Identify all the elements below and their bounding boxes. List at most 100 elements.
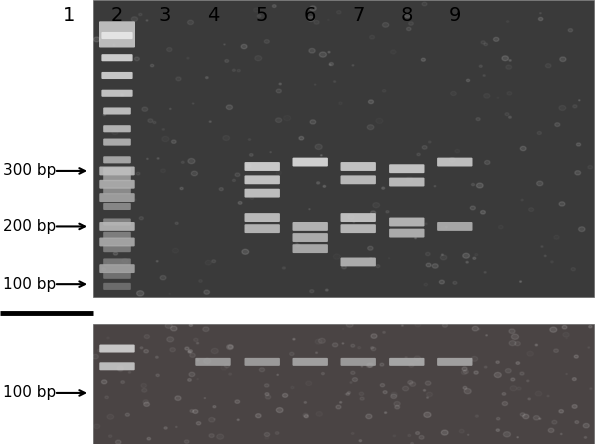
Circle shape	[188, 351, 191, 353]
FancyBboxPatch shape	[100, 193, 135, 202]
Circle shape	[264, 40, 269, 44]
FancyBboxPatch shape	[103, 187, 131, 194]
Circle shape	[541, 246, 543, 247]
Circle shape	[441, 430, 448, 435]
Circle shape	[104, 127, 105, 128]
Circle shape	[517, 437, 518, 438]
Circle shape	[466, 79, 470, 82]
Circle shape	[462, 367, 467, 371]
Circle shape	[275, 432, 279, 434]
Circle shape	[235, 400, 239, 404]
FancyBboxPatch shape	[293, 233, 328, 242]
FancyBboxPatch shape	[100, 345, 135, 353]
Text: 300 bp: 300 bp	[3, 163, 56, 178]
Circle shape	[486, 335, 487, 336]
Text: 7: 7	[352, 6, 364, 25]
Circle shape	[189, 372, 195, 377]
Circle shape	[156, 261, 158, 262]
Circle shape	[509, 341, 516, 345]
Circle shape	[188, 379, 191, 381]
Circle shape	[105, 396, 109, 399]
Circle shape	[237, 419, 239, 420]
Circle shape	[348, 215, 354, 219]
Circle shape	[485, 160, 490, 164]
Circle shape	[395, 405, 400, 409]
Circle shape	[143, 402, 149, 406]
Circle shape	[366, 414, 372, 419]
Circle shape	[535, 344, 538, 346]
Circle shape	[317, 182, 320, 184]
Circle shape	[188, 350, 193, 353]
Circle shape	[92, 354, 98, 359]
Circle shape	[232, 69, 235, 71]
Circle shape	[328, 52, 330, 53]
FancyBboxPatch shape	[103, 203, 131, 210]
FancyBboxPatch shape	[293, 244, 328, 253]
Circle shape	[544, 255, 546, 257]
Circle shape	[122, 258, 128, 263]
Circle shape	[350, 371, 355, 374]
Circle shape	[391, 394, 397, 398]
Circle shape	[310, 289, 314, 293]
Circle shape	[509, 59, 511, 61]
Circle shape	[115, 440, 121, 444]
Circle shape	[257, 15, 261, 17]
Circle shape	[575, 170, 581, 175]
Circle shape	[275, 118, 282, 123]
Circle shape	[408, 381, 413, 384]
Circle shape	[250, 154, 253, 156]
Circle shape	[316, 352, 317, 353]
FancyBboxPatch shape	[245, 162, 280, 171]
Circle shape	[131, 17, 137, 21]
Circle shape	[304, 401, 307, 403]
Circle shape	[190, 353, 195, 357]
Circle shape	[246, 164, 251, 168]
Circle shape	[188, 159, 195, 164]
Circle shape	[265, 392, 269, 396]
Circle shape	[409, 22, 413, 25]
FancyBboxPatch shape	[103, 245, 131, 252]
Circle shape	[309, 48, 315, 53]
Circle shape	[310, 6, 316, 11]
Circle shape	[505, 369, 511, 373]
Circle shape	[449, 158, 455, 162]
Circle shape	[283, 267, 286, 269]
Circle shape	[515, 341, 520, 346]
Circle shape	[180, 187, 183, 190]
FancyBboxPatch shape	[245, 175, 280, 184]
FancyBboxPatch shape	[103, 258, 131, 266]
FancyBboxPatch shape	[341, 224, 376, 233]
Circle shape	[536, 181, 543, 186]
FancyBboxPatch shape	[245, 189, 280, 198]
Circle shape	[368, 100, 374, 103]
Circle shape	[442, 323, 448, 327]
Circle shape	[170, 326, 177, 331]
Circle shape	[277, 374, 278, 375]
Circle shape	[164, 427, 167, 429]
Circle shape	[265, 395, 271, 399]
Circle shape	[272, 5, 276, 8]
FancyBboxPatch shape	[389, 164, 425, 173]
Circle shape	[235, 173, 240, 177]
FancyBboxPatch shape	[103, 139, 131, 146]
Circle shape	[181, 161, 184, 163]
FancyBboxPatch shape	[103, 167, 131, 174]
Circle shape	[584, 436, 587, 438]
Text: 100 bp: 100 bp	[3, 385, 56, 400]
Circle shape	[310, 120, 316, 124]
Circle shape	[380, 384, 385, 387]
Circle shape	[496, 417, 500, 420]
Circle shape	[520, 147, 526, 151]
FancyBboxPatch shape	[103, 218, 131, 226]
FancyBboxPatch shape	[101, 54, 133, 61]
Circle shape	[206, 77, 208, 79]
Bar	[93, 0, 594, 297]
Circle shape	[184, 440, 189, 443]
Circle shape	[170, 348, 175, 352]
Circle shape	[209, 417, 215, 422]
Circle shape	[472, 326, 478, 331]
Circle shape	[175, 396, 181, 400]
FancyBboxPatch shape	[293, 358, 328, 366]
Circle shape	[439, 280, 445, 284]
FancyBboxPatch shape	[245, 213, 280, 222]
